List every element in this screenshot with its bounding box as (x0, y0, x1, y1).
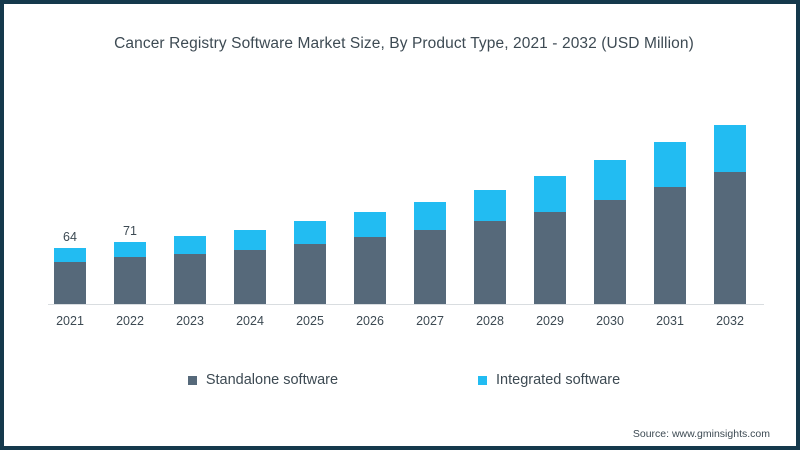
bar-value-label-2022: 71 (123, 224, 137, 238)
bar-segment-standalone-2030[interactable] (594, 200, 626, 305)
x-tick-2031: 2031 (656, 314, 684, 328)
x-axis-tick-labels: 2021 2022 2023 2024 2025 2026 2027 2028 2029 2030… (48, 311, 764, 333)
chart-legend: Standalone software Integrated software (4, 372, 796, 388)
bar-segment-integrated-2025[interactable] (294, 221, 326, 244)
bar-segment-integrated-2024[interactable] (234, 230, 266, 250)
bar-2021[interactable]: 64 (54, 230, 86, 305)
bar-segment-standalone-2024[interactable] (234, 250, 266, 305)
bar-segment-integrated-2026[interactable] (354, 212, 386, 237)
bar-2031[interactable] (654, 142, 686, 305)
bar-segment-integrated-2032[interactable] (714, 125, 746, 172)
bar-2027[interactable] (414, 202, 446, 305)
x-tick-2028: 2028 (476, 314, 504, 328)
source-attribution: Source: www.gminsights.com (632, 428, 770, 440)
bar-2026[interactable] (354, 212, 386, 305)
x-tick-2022: 2022 (116, 314, 144, 328)
x-axis-line (48, 304, 764, 305)
x-tick-2027: 2027 (416, 314, 444, 328)
legend-label: Integrated software (496, 372, 621, 388)
bar-segment-standalone-2023[interactable] (174, 254, 206, 305)
bar-segment-standalone-2031[interactable] (654, 187, 686, 305)
bar-segment-integrated-2030[interactable] (594, 160, 626, 200)
x-tick-2030: 2030 (596, 314, 624, 328)
bar-2022[interactable]: 71 (114, 224, 146, 305)
bar-2032[interactable] (714, 125, 746, 305)
bar-segment-standalone-2032[interactable] (714, 172, 746, 305)
bar-2025[interactable] (294, 221, 326, 305)
legend-label: Standalone software (205, 372, 339, 388)
bar-segment-standalone-2021[interactable] (54, 262, 86, 305)
legend-item-integrated[interactable]: Integrated software (478, 372, 620, 388)
bar-segment-integrated-2021[interactable] (54, 248, 86, 262)
x-tick-2021: 2021 (56, 314, 84, 328)
legend-item-standalone[interactable]: Standalone software (187, 372, 339, 388)
chart-title: Cancer Registry Software Market Size, By… (114, 35, 694, 52)
bar-2028[interactable] (474, 190, 506, 305)
x-tick-2023: 2023 (176, 314, 204, 328)
bar-segment-standalone-2027[interactable] (414, 230, 446, 305)
bar-segment-standalone-2022[interactable] (114, 257, 146, 305)
x-tick-2029: 2029 (536, 314, 564, 328)
x-tick-2025: 2025 (296, 314, 324, 328)
bar-2030[interactable] (594, 160, 626, 305)
bar-2029[interactable] (534, 176, 566, 305)
bar-segment-standalone-2028[interactable] (474, 221, 506, 305)
bar-segment-integrated-2028[interactable] (474, 190, 506, 221)
legend-swatch-icon (187, 375, 197, 385)
x-tick-2032: 2032 (716, 314, 744, 328)
bar-segment-integrated-2027[interactable] (414, 202, 446, 230)
legend-swatch-icon (478, 375, 488, 385)
plot-area: 64 71 (48, 74, 764, 305)
bar-2024[interactable] (234, 230, 266, 305)
x-tick-2026: 2026 (356, 314, 384, 328)
bar-value-label-2021: 64 (63, 230, 77, 244)
bar-2023[interactable] (174, 236, 206, 305)
bar-segment-standalone-2026[interactable] (354, 237, 386, 305)
bar-segment-integrated-2022[interactable] (114, 242, 146, 257)
bar-segment-integrated-2029[interactable] (534, 176, 566, 212)
bar-segment-standalone-2025[interactable] (294, 244, 326, 305)
bar-segment-integrated-2023[interactable] (174, 236, 206, 254)
bar-segment-standalone-2029[interactable] (534, 212, 566, 305)
bar-segment-integrated-2031[interactable] (654, 142, 686, 187)
x-tick-2024: 2024 (236, 314, 264, 328)
